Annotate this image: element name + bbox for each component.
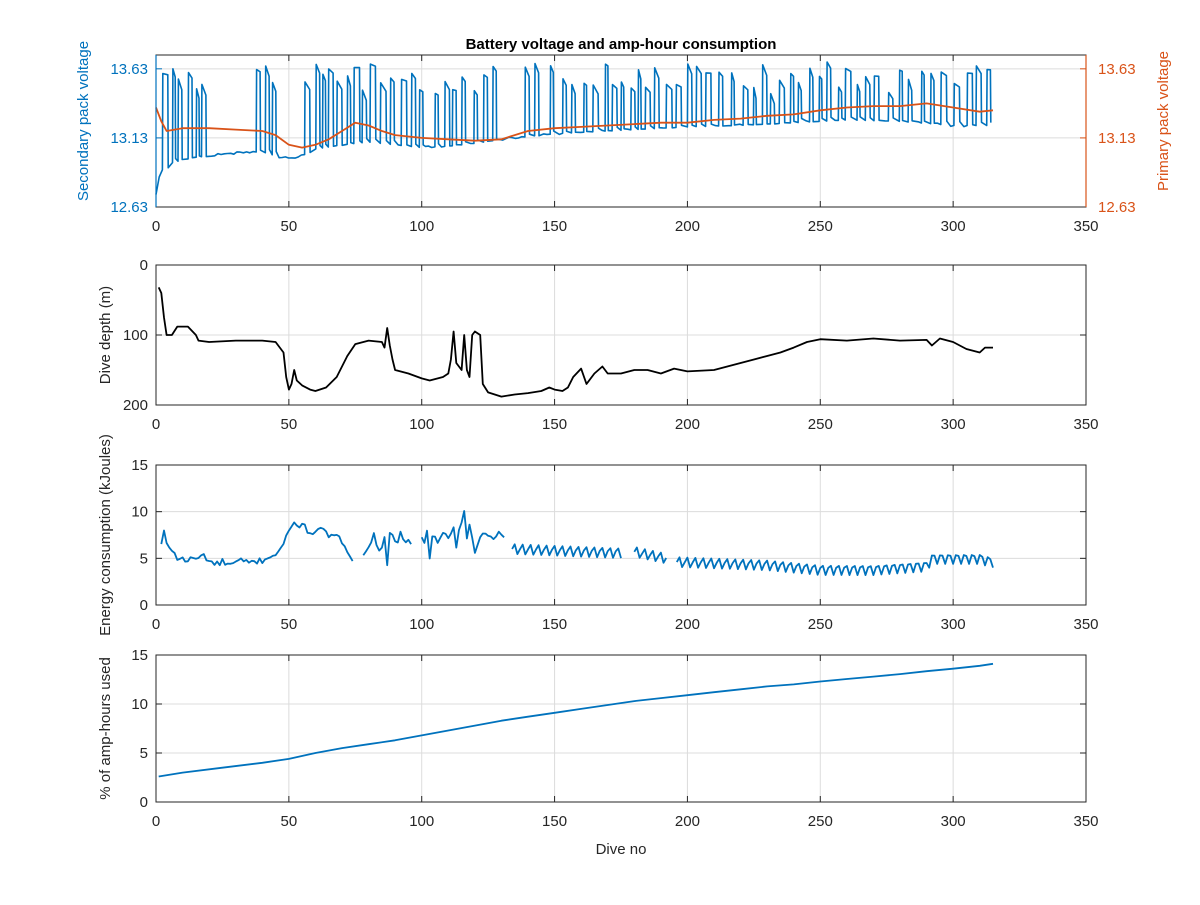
primary-pack-voltage-ylabel: Primary pack voltage [1155,51,1172,191]
axes-3-series-1-segment [633,546,667,564]
axes-4-xlabel: Dive no [596,841,647,858]
axes-1-right-ytick-label: 13.63 [1098,61,1136,78]
axes-3-frame [155,464,1087,606]
axes-4-xtick-label: 150 [542,813,567,830]
axes-4-ytick-label: 5 [140,745,148,762]
axes-1-xtick-label: 50 [281,218,298,235]
axes-3-xtick-label: 200 [675,616,700,633]
axes-1-ytick-label: 13.63 [110,61,148,78]
axes-4-background [156,655,1086,802]
axes-2-xtick-label: 50 [281,416,298,433]
axes-3-xtick-label: 300 [941,616,966,633]
axes-3-ylabel: Energy consumption (kJoules) [97,434,114,636]
axes-4-xtick-label: 0 [152,813,160,830]
axes-1-xtick-label: 200 [675,218,700,235]
axes-3-xtick-label: 150 [542,616,567,633]
axes-3-xtick-label: 350 [1073,616,1098,633]
axes-3-xtick-label: 100 [409,616,434,633]
axes-1-ytick-label: 12.63 [110,199,148,216]
axes-4-xtick-label: 100 [409,813,434,830]
axes-2-xtick-label: 0 [152,416,160,433]
axes-3-series-1-segment [160,521,354,567]
axes-1-xtick-label: 150 [542,218,567,235]
axes-2-xtick-label: 150 [542,416,567,433]
axes-3-series-1-segment [511,543,622,559]
axes-3-series-1-segment [420,510,505,560]
axes-3-ytick-label: 5 [140,550,148,567]
axes-2-frame [155,264,1087,406]
axes-1-xtick-label: 350 [1073,218,1098,235]
axes-4-xtick-label: 350 [1073,813,1098,830]
axes-3-xtick-label: 250 [808,616,833,633]
axes-3-ytick-label: 10 [131,504,148,521]
axes-2-ytick-label: 100 [123,327,148,344]
axes-2-ylabel: Dive depth (m) [97,286,114,384]
axes-1-series-1-line [155,61,992,195]
axes-4-ylabel: % of amp-hours used [97,657,114,800]
axes-2-series-1-line [157,287,993,398]
axes-2-xtick-label: 350 [1073,416,1098,433]
axes-4-xtick-label: 250 [808,813,833,830]
axes-3-series-1-segment [676,554,994,576]
axes-1-xtick-label: 0 [152,218,160,235]
axes-4-ytick-label: 15 [131,647,148,664]
axes-3-ytick-label: 15 [131,457,148,474]
secondary-pack-voltage-ylabel: Secondary pack voltage [75,41,92,201]
chart-title: Battery voltage and amp-hour consumption [466,36,777,53]
axes-4-ytick-label: 10 [131,696,148,713]
axes-2-ytick-label: 200 [123,397,148,414]
axes-3-xtick-label: 0 [152,616,160,633]
axes-4-series-1-line [158,662,994,778]
axes-2-xtick-label: 200 [675,416,700,433]
axes-1-xtick-label: 300 [941,218,966,235]
axes-3-ytick-label: 0 [140,597,148,614]
axes-2-xtick-label: 250 [808,416,833,433]
axes-2-xtick-label: 100 [409,416,434,433]
axes-1-ytick-label: 13.13 [110,130,148,147]
axes-2-ytick-label: 0 [140,257,148,274]
axes-4-ytick-label: 0 [140,794,148,811]
axes-4-frame [155,654,1087,803]
axes-3-background [156,465,1086,605]
axes-1-right-ytick-label: 13.13 [1098,130,1136,147]
axes-1-right-ytick-label: 12.63 [1098,199,1136,216]
axes-1-xtick-label: 250 [808,218,833,235]
axes-4-xtick-label: 200 [675,813,700,830]
axes-3-series-1-segment [362,530,412,567]
axes-2-xtick-label: 300 [941,416,966,433]
axes-1-xtick-label: 100 [409,218,434,235]
axes-4-xtick-label: 50 [281,813,298,830]
axes-4-xtick-label: 300 [941,813,966,830]
axes-1-series-2-line [155,102,994,149]
axes-3-xtick-label: 50 [281,616,298,633]
